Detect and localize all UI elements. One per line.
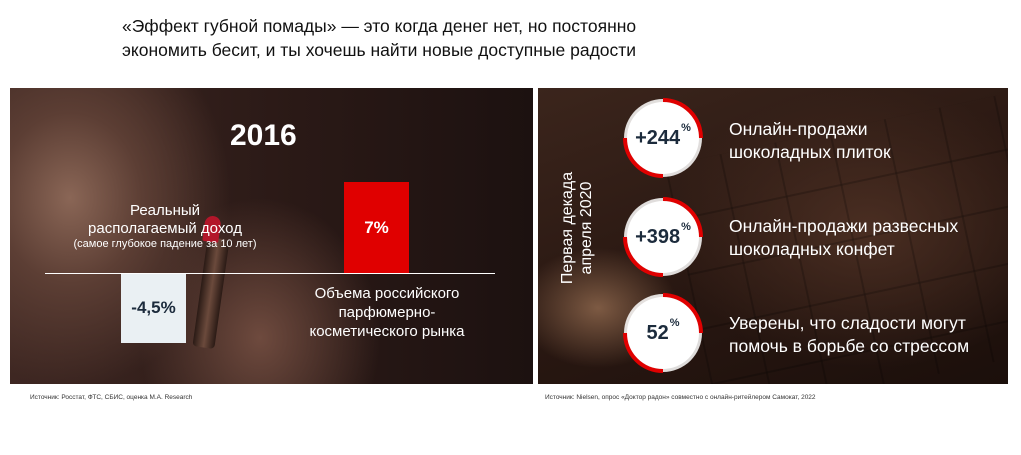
stat-description: Онлайн-продажи шоколадных плиток [729,118,999,164]
bar-income-label: -4,5% [131,298,176,318]
stat-value: +244% [627,102,699,174]
stat-description: Уверены, что сладости могут помочь в бор… [729,312,999,358]
stat-number: 244 [646,126,681,149]
period-label: Первая декада апреля 2020 [556,128,598,328]
stat-unit: % [681,221,691,233]
stat-description-line-2: помочь в борьбе со стрессом [729,336,970,356]
bar-income: -4,5% [121,274,186,343]
stat-description-line-1: Онлайн-продажи [729,119,868,139]
period-label-line-1: Первая декада [559,171,576,285]
source-left: Источник: Росстат, ФТС, СБИС, оценка M.A… [30,394,193,401]
headline: «Эффект губной помады» — это когда денег… [122,14,882,62]
stat-number: 398 [646,225,681,248]
year-label: 2016 [230,119,297,152]
market-label-line-3: косметического рынка [309,323,465,340]
stat-circle: +244% [623,98,703,178]
market-label-line-1: Объема российского [314,285,460,302]
stat-value: +398% [627,201,699,273]
stat-circle: 52% [623,293,703,373]
stat-ring-icon [623,197,703,277]
income-label: Реальный располагаемый доход [50,202,280,238]
income-label-line-2: располагаемый доход [88,220,242,237]
stat-description-line-1: Онлайн-продажи развесных [729,216,959,236]
stat-ring-icon [623,98,703,178]
source-right: Источник: Nielsen, опрос «Доктор радон» … [545,394,816,401]
stat-prefix: + [635,126,647,149]
stat-description-line-2: шоколадных плиток [729,142,891,162]
period-label-line-2: апреля 2020 [578,181,595,275]
market-label-line-2: парфюмерно- [338,304,436,321]
stat-value: 52% [627,297,699,369]
stat-description-line-1: Уверены, что сладости могут [729,313,966,333]
stat-description-line-2: шоколадных конфет [729,239,895,259]
stat-unit: % [669,317,680,329]
chocolate-panel: Первая декада апреля 2020 +244% Онлайн-п… [538,88,1008,384]
stat-number: 52 [646,321,669,344]
bar-market: 7% [344,182,409,273]
income-note: (самое глубокое падение за 10 лет) [73,238,257,250]
headline-line-2: экономить бесит, и ты хочешь найти новые… [122,40,637,60]
stat-circle: +398% [623,197,703,277]
bar-market-label: 7% [364,217,389,237]
headline-line-1: «Эффект губной помады» — это когда денег… [122,16,637,36]
stat-description: Онлайн-продажи развесных шоколадных конф… [729,215,999,261]
income-label-line-1: Реальный [129,202,201,219]
stat-prefix: + [635,225,647,248]
chart-baseline [45,273,495,274]
lipstick-photo-shape [192,237,230,349]
lipstick-panel: 2016 Реальный располагаемый доход (самое… [10,88,533,384]
stat-unit: % [681,122,691,134]
stat-ring-icon [623,293,703,373]
market-label: Объема российского парфюмерно- косметиче… [302,284,472,341]
